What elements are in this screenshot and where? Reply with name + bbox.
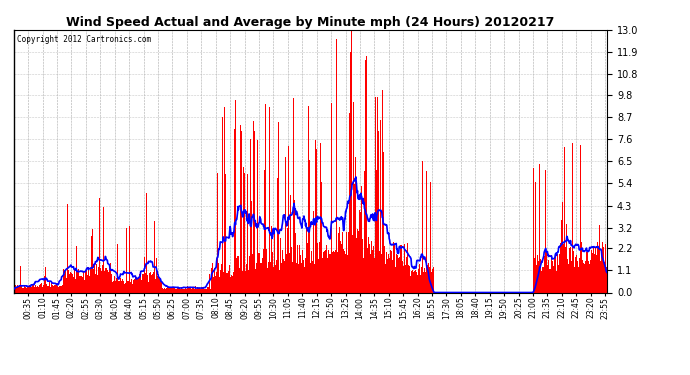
Title: Wind Speed Actual and Average by Minute mph (24 Hours) 20120217: Wind Speed Actual and Average by Minute … <box>66 16 555 29</box>
Text: Copyright 2012 Cartronics.com: Copyright 2012 Cartronics.com <box>17 35 151 44</box>
